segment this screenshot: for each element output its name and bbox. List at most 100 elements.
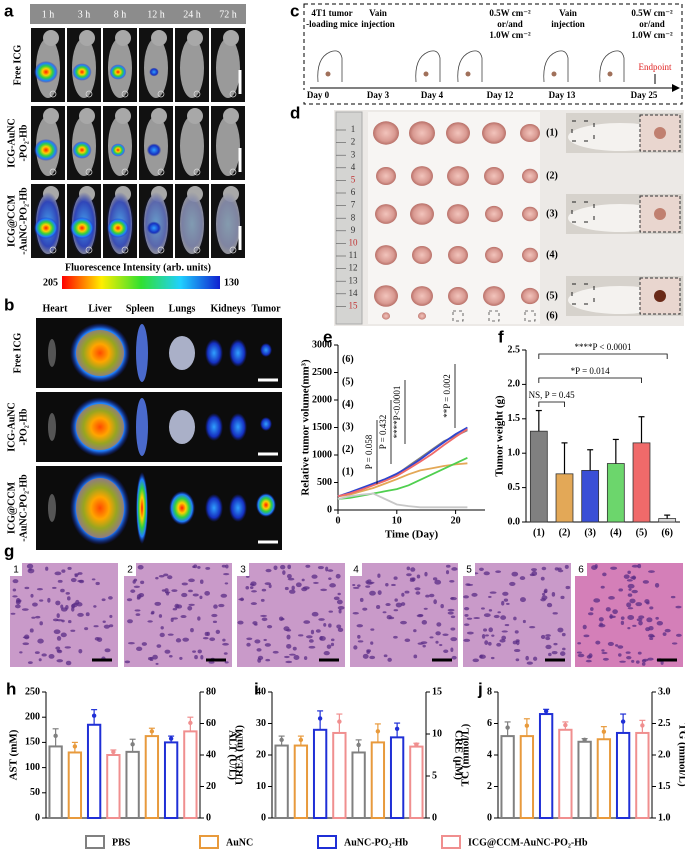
nucleus bbox=[295, 582, 302, 588]
data-point bbox=[149, 729, 155, 734]
nucleus bbox=[264, 582, 271, 586]
nucleus bbox=[450, 637, 458, 642]
site-box bbox=[571, 283, 595, 305]
tumor bbox=[373, 121, 399, 145]
nucleus bbox=[32, 602, 38, 607]
nucleus bbox=[74, 574, 78, 578]
y-tick-label: 20 bbox=[256, 749, 266, 760]
y-tick-label: 0 bbox=[432, 812, 437, 823]
nucleus bbox=[366, 581, 373, 585]
nucleus bbox=[649, 637, 654, 641]
nucleus bbox=[57, 579, 63, 583]
tumor bbox=[376, 167, 396, 185]
data-point bbox=[356, 742, 361, 748]
nucleus bbox=[328, 623, 332, 628]
legend-label: AuNC bbox=[226, 837, 253, 848]
nucleus bbox=[417, 613, 424, 617]
nucleus bbox=[41, 653, 47, 657]
nucleus bbox=[388, 616, 395, 620]
nucleus bbox=[526, 661, 533, 665]
bar bbox=[351, 751, 366, 819]
bar bbox=[581, 469, 600, 523]
nucleus bbox=[84, 627, 89, 631]
legend-swatch bbox=[85, 835, 105, 849]
nucleus bbox=[423, 607, 428, 610]
y-tick-label: 80 bbox=[206, 686, 216, 697]
nucleus bbox=[208, 661, 215, 664]
nucleus bbox=[376, 605, 381, 609]
nucleus bbox=[353, 645, 358, 650]
x-tick-label: 0 bbox=[336, 515, 341, 526]
nucleus bbox=[285, 660, 293, 664]
nucleus bbox=[503, 598, 509, 602]
tumor-dot bbox=[423, 71, 429, 77]
nucleus bbox=[635, 660, 640, 664]
nucleus bbox=[31, 616, 36, 619]
nucleus bbox=[598, 617, 604, 622]
nucleus bbox=[336, 599, 343, 605]
y-tick-label: 2 bbox=[487, 781, 492, 792]
bar bbox=[577, 740, 592, 820]
nucleus bbox=[14, 604, 21, 609]
bar bbox=[274, 744, 289, 819]
nucleus bbox=[406, 573, 412, 577]
empty-mark bbox=[488, 310, 500, 322]
image-number: 3 bbox=[240, 565, 246, 576]
nucleus bbox=[488, 627, 493, 633]
organ bbox=[136, 472, 148, 544]
signal bbox=[72, 63, 92, 81]
organ-label: Liver bbox=[88, 303, 112, 314]
bar bbox=[86, 723, 102, 820]
nucleus bbox=[303, 656, 308, 660]
tumor-mark bbox=[229, 246, 237, 254]
nucleus bbox=[204, 590, 210, 596]
event-label: 0.5W cm⁻² bbox=[489, 8, 531, 18]
tumor-dot bbox=[465, 71, 471, 77]
nucleus bbox=[132, 579, 136, 584]
nucleus bbox=[328, 610, 333, 613]
nucleus bbox=[156, 644, 162, 648]
nucleus bbox=[434, 579, 442, 585]
nucleus bbox=[159, 632, 165, 638]
nucleus bbox=[404, 590, 410, 594]
series-line bbox=[337, 456, 468, 500]
nucleus bbox=[338, 608, 342, 614]
nucleus bbox=[245, 585, 250, 590]
nucleus bbox=[158, 575, 165, 578]
mouse-head bbox=[151, 108, 167, 124]
bar bbox=[500, 735, 515, 819]
nucleus bbox=[395, 602, 402, 608]
y-tick-label: 500 bbox=[317, 477, 332, 488]
nucleus bbox=[95, 581, 100, 586]
nucleus bbox=[533, 656, 538, 661]
series-label: (2) bbox=[342, 444, 354, 455]
signal bbox=[70, 217, 94, 239]
tumor bbox=[448, 287, 468, 305]
nucleus bbox=[531, 568, 537, 572]
nucleus bbox=[197, 649, 202, 654]
mouse-head bbox=[115, 108, 131, 124]
nucleus bbox=[594, 564, 598, 569]
y-tick-label: 20 bbox=[206, 781, 216, 792]
nucleus bbox=[305, 564, 311, 568]
nucleus bbox=[513, 648, 521, 653]
bar bbox=[370, 741, 386, 820]
nucleus bbox=[161, 589, 166, 592]
mouse-body bbox=[180, 116, 204, 176]
nucleus bbox=[642, 580, 649, 584]
ruler-label: 12 bbox=[349, 263, 358, 273]
data-point bbox=[337, 719, 342, 724]
nucleus bbox=[60, 588, 65, 593]
bar bbox=[558, 728, 573, 819]
tumor bbox=[411, 166, 433, 186]
organ bbox=[205, 339, 223, 367]
ruler-label: 11 bbox=[349, 250, 358, 260]
nucleus bbox=[400, 602, 406, 606]
nucleus bbox=[501, 630, 508, 633]
y-axis-label: UREA (mM) bbox=[234, 725, 246, 786]
nucleus bbox=[561, 632, 566, 637]
mouse-head bbox=[223, 30, 239, 46]
nucleus bbox=[590, 607, 594, 612]
time-label: 1 h bbox=[42, 9, 55, 20]
bar bbox=[48, 745, 63, 820]
